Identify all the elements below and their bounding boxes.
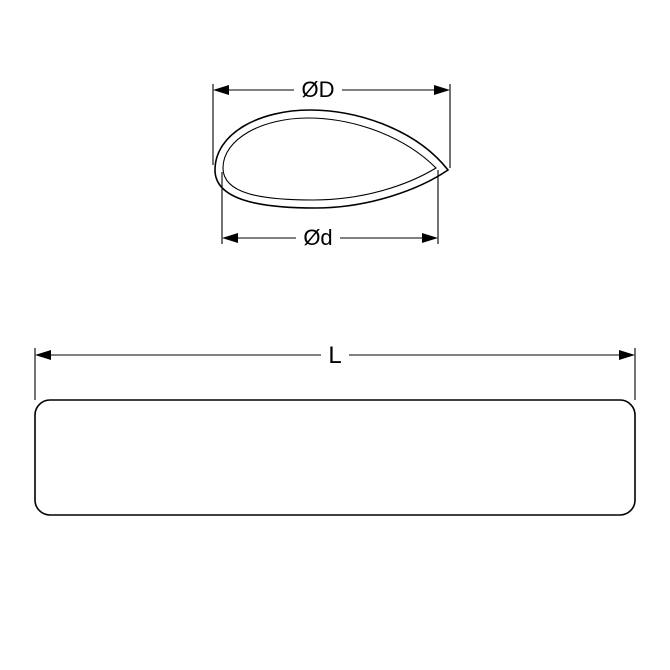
dim-label-d: Ød (303, 225, 332, 250)
dim-label-D: ØD (302, 77, 335, 102)
technical-drawing: ØD Ød L (0, 0, 670, 670)
dim-label-L: L (328, 342, 341, 369)
